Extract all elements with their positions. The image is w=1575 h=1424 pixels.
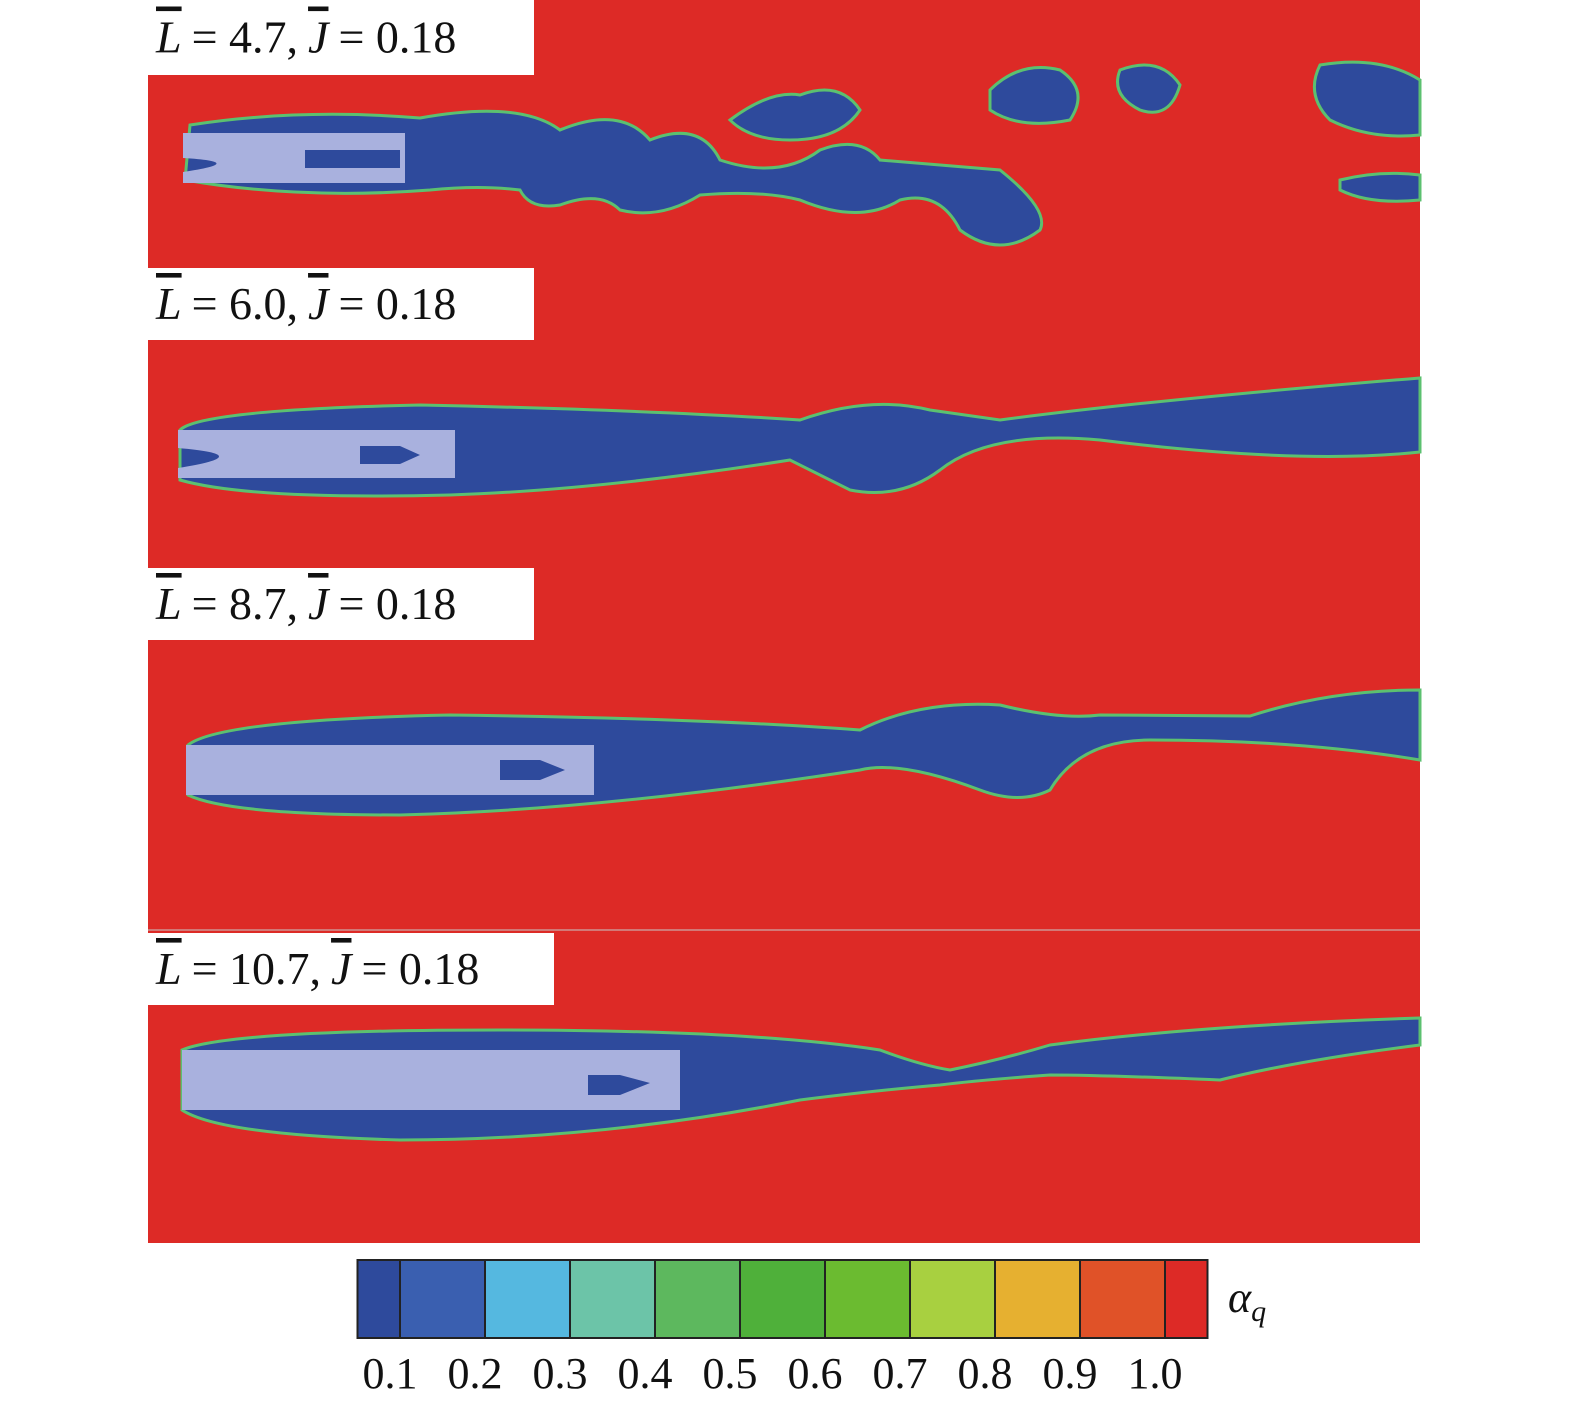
label-part: = 8.7, <box>192 578 298 629</box>
colorbar-segment <box>484 1259 571 1339</box>
subscript: q <box>1251 1295 1266 1328</box>
tick-label: 0.8 <box>958 1349 1013 1398</box>
colorbar-segment <box>1164 1259 1209 1339</box>
label-part: L <box>155 578 182 629</box>
tick-label: 0.9 <box>1043 1349 1098 1398</box>
panel-label: L = 4.7, J = 0.18 <box>155 11 456 62</box>
tick-label: 0.4 <box>618 1349 673 1398</box>
colorbar-segment <box>824 1259 911 1339</box>
label-part: = 0.18 <box>338 11 456 62</box>
tick-label: 0.5 <box>703 1349 758 1398</box>
colorbar-segment <box>569 1259 656 1339</box>
bodies <box>178 133 680 1110</box>
label-box <box>148 568 534 640</box>
tick-label: 1.0 <box>1128 1349 1183 1398</box>
label-part: L <box>155 11 182 62</box>
panel-labels: L = 4.7, J = 0.18L = 6.0, J = 0.18L = 8.7, J = 0.… <box>148 0 554 1005</box>
tick-label: 0.2 <box>448 1349 503 1398</box>
label-part: = 6.0, <box>192 278 298 329</box>
symbol: α <box>1228 1273 1252 1322</box>
label-part: = 0.18 <box>338 578 456 629</box>
colorbar-title: αq <box>1228 1273 1266 1328</box>
tick-label: 0.1 <box>363 1349 418 1398</box>
panel-label: L = 6.0, J = 0.18 <box>155 278 456 329</box>
label-part: J <box>308 278 331 329</box>
label-part: J <box>331 943 354 994</box>
label-box <box>148 933 554 1005</box>
panel-label: L = 8.7, J = 0.18 <box>155 578 456 629</box>
label-part: J <box>308 578 331 629</box>
colorbar: 0.1 0.2 0.3 0.4 0.5 0.6 0.7 0.8 0.9 1.0 αq <box>356 1259 1266 1398</box>
label-box <box>148 0 534 75</box>
colorbar-segment <box>909 1259 996 1339</box>
colorbar-segment <box>399 1259 486 1339</box>
label-part: L <box>155 278 182 329</box>
label-part: = 0.18 <box>338 278 456 329</box>
label-part: = 10.7, <box>192 943 321 994</box>
label-part: J <box>308 11 331 62</box>
panel-label: L = 10.7, J = 0.18 <box>155 943 479 994</box>
colorbar-segment <box>994 1259 1081 1339</box>
colorbar-segment <box>356 1259 401 1339</box>
label-part: L <box>155 943 182 994</box>
tick-label: 0.7 <box>873 1349 928 1398</box>
colorbar-segment <box>654 1259 741 1339</box>
colorbar-segment <box>1079 1259 1166 1339</box>
label-box <box>148 268 534 340</box>
label-part: = 4.7, <box>192 11 298 62</box>
tick-label: 0.3 <box>533 1349 588 1398</box>
colorbar-segment <box>739 1259 826 1339</box>
tick-label: 0.6 <box>788 1349 843 1398</box>
label-part: = 0.18 <box>361 943 479 994</box>
